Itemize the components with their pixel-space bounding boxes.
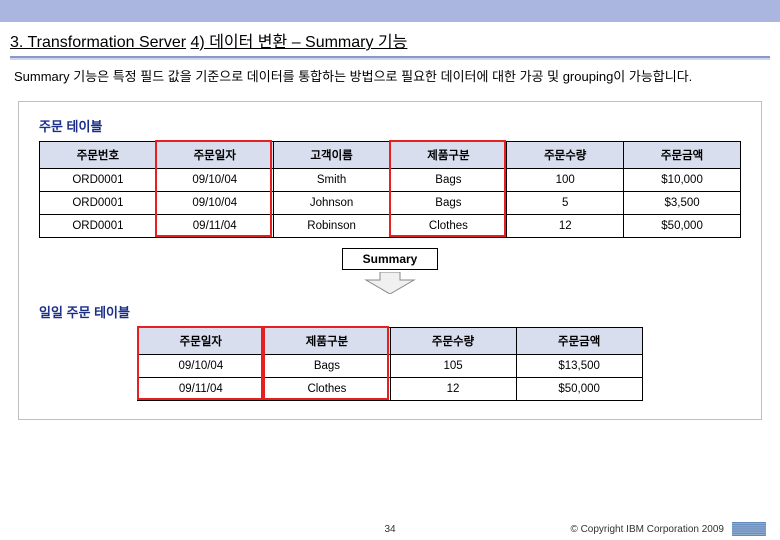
table-row: ORD000109/10/04SmithBags100$10,000 [40, 168, 741, 191]
table-cell: ORD0001 [40, 168, 157, 191]
table-cell: 12 [390, 377, 516, 400]
table1-title: 주문 테이블 [39, 116, 741, 135]
arrow-label: Summary [342, 248, 439, 270]
table-cell: 100 [507, 168, 624, 191]
page-number: 34 [384, 524, 395, 535]
table-cell: ORD0001 [40, 191, 157, 214]
table-cell: $50,000 [516, 377, 642, 400]
summary-arrow: Summary [39, 248, 741, 294]
column-header: 주문일자 [138, 327, 264, 354]
table2-title: 일일 주문 테이블 [39, 302, 741, 321]
description: Summary 기능은 특정 필드 값을 기준으로 데이터를 통합하는 방법으로… [0, 60, 780, 97]
table2-wrap: 주문일자제품구분주문수량주문금액 09/10/04Bags105$13,5000… [137, 327, 642, 401]
table-cell: $50,000 [624, 214, 741, 237]
column-header: 고객이름 [273, 141, 390, 168]
table-cell: Robinson [273, 214, 390, 237]
table-cell: 09/10/04 [156, 168, 273, 191]
order-table: 주문번호주문일자고객이름제품구분주문수량주문금액 ORD000109/10/04… [39, 141, 741, 238]
slide-heading: 3. Transformation Server 4) 데이터 변환 – Sum… [0, 22, 780, 54]
table-cell: 12 [507, 214, 624, 237]
column-header: 제품구분 [390, 141, 507, 168]
table-cell: Clothes [264, 377, 390, 400]
table-cell: Clothes [390, 214, 507, 237]
copyright: © Copyright IBM Corporation 2009 [570, 524, 724, 535]
table-cell: $13,500 [516, 354, 642, 377]
column-header: 주문수량 [390, 327, 516, 354]
daily-order-table: 주문일자제품구분주문수량주문금액 09/10/04Bags105$13,5000… [137, 327, 642, 401]
heading-sub: 4) 데이터 변환 – Summary 기능 [191, 34, 408, 51]
table-cell: 09/10/04 [138, 354, 264, 377]
table-row: 09/10/04Bags105$13,500 [138, 354, 642, 377]
table-cell: 5 [507, 191, 624, 214]
column-header: 주문수량 [507, 141, 624, 168]
table-cell: 09/11/04 [138, 377, 264, 400]
content-box: 주문 테이블 주문번호주문일자고객이름제품구분주문수량주문금액 ORD00010… [18, 101, 762, 420]
table-row: ORD000109/11/04RobinsonClothes12$50,000 [40, 214, 741, 237]
table-cell: 09/11/04 [156, 214, 273, 237]
top-band [0, 0, 780, 22]
table-cell: $10,000 [624, 168, 741, 191]
table1-wrap: 주문번호주문일자고객이름제품구분주문수량주문금액 ORD000109/10/04… [39, 141, 741, 238]
table-cell: 09/10/04 [156, 191, 273, 214]
column-header: 주문번호 [40, 141, 157, 168]
table-row: ORD000109/10/04JohnsonBags5$3,500 [40, 191, 741, 214]
table-cell: Johnson [273, 191, 390, 214]
table-cell: 105 [390, 354, 516, 377]
table-cell: Smith [273, 168, 390, 191]
column-header: 주문일자 [156, 141, 273, 168]
column-header: 주문금액 [624, 141, 741, 168]
footer: 34 © Copyright IBM Corporation 2009 [0, 522, 780, 536]
table-row: 09/11/04Clothes12$50,000 [138, 377, 642, 400]
column-header: 주문금액 [516, 327, 642, 354]
table-cell: Bags [390, 191, 507, 214]
column-header: 제품구분 [264, 327, 390, 354]
table-cell: Bags [390, 168, 507, 191]
heading-section: 3. Transformation Server [10, 34, 186, 51]
down-arrow-icon [360, 272, 420, 294]
table-cell: Bags [264, 354, 390, 377]
ibm-logo-icon [732, 522, 766, 536]
table-cell: $3,500 [624, 191, 741, 214]
table-cell: ORD0001 [40, 214, 157, 237]
